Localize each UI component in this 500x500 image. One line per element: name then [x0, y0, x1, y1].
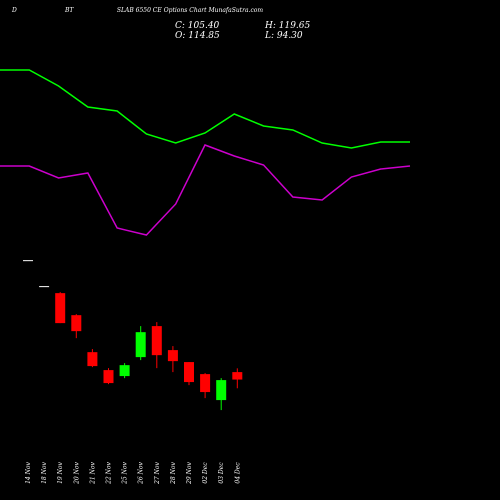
x-tick-label: 14 Nov: [25, 461, 32, 483]
x-tick-label: 26 Nov: [138, 461, 145, 484]
tag-label: BT: [64, 7, 74, 14]
chart-title: SLAB 6550 CE Options Chart MunafaSutra.c…: [117, 7, 264, 14]
ohlc-label: L: 94.30: [264, 31, 303, 41]
x-tick-label: 19 Nov: [57, 461, 64, 483]
ohlc-label: O: 114.85: [175, 31, 220, 41]
candle-body: [135, 332, 146, 358]
candle-body: [151, 326, 162, 356]
x-tick-label: 29 Nov: [186, 461, 193, 484]
x-tick-label: 18 Nov: [41, 461, 48, 483]
x-tick-label: 20 Nov: [73, 461, 80, 484]
candle-body: [23, 260, 33, 262]
x-tick-label: 25 Nov: [122, 461, 129, 484]
candle-body: [87, 352, 98, 367]
x-tick-label: 22 Nov: [106, 461, 113, 484]
x-tick-label: 21 Nov: [89, 461, 96, 484]
candle-body: [103, 370, 114, 384]
x-tick-label: 27 Nov: [154, 461, 161, 484]
indicator-line: [0, 144, 411, 236]
candle-body: [184, 362, 194, 383]
candle-body: [71, 315, 82, 332]
indicator-line: [0, 69, 410, 149]
x-tick-label: 03 Dec: [218, 462, 225, 484]
candle-body: [200, 374, 211, 393]
x-tick-label: 28 Nov: [170, 461, 177, 484]
candle-body: [167, 350, 178, 362]
x-tick-label: 02 Dec: [202, 462, 209, 484]
candle-body: [232, 372, 243, 380]
ohlc-label: H: 119.65: [264, 21, 311, 31]
candle-body: [55, 293, 66, 324]
candle-body: [216, 380, 227, 401]
candle-body: [119, 365, 130, 377]
x-tick-label: 04 Dec: [234, 462, 241, 484]
corner-label: D: [11, 7, 17, 14]
candle-body: [39, 286, 50, 288]
ohlc-label: C: 105.40: [175, 21, 220, 31]
